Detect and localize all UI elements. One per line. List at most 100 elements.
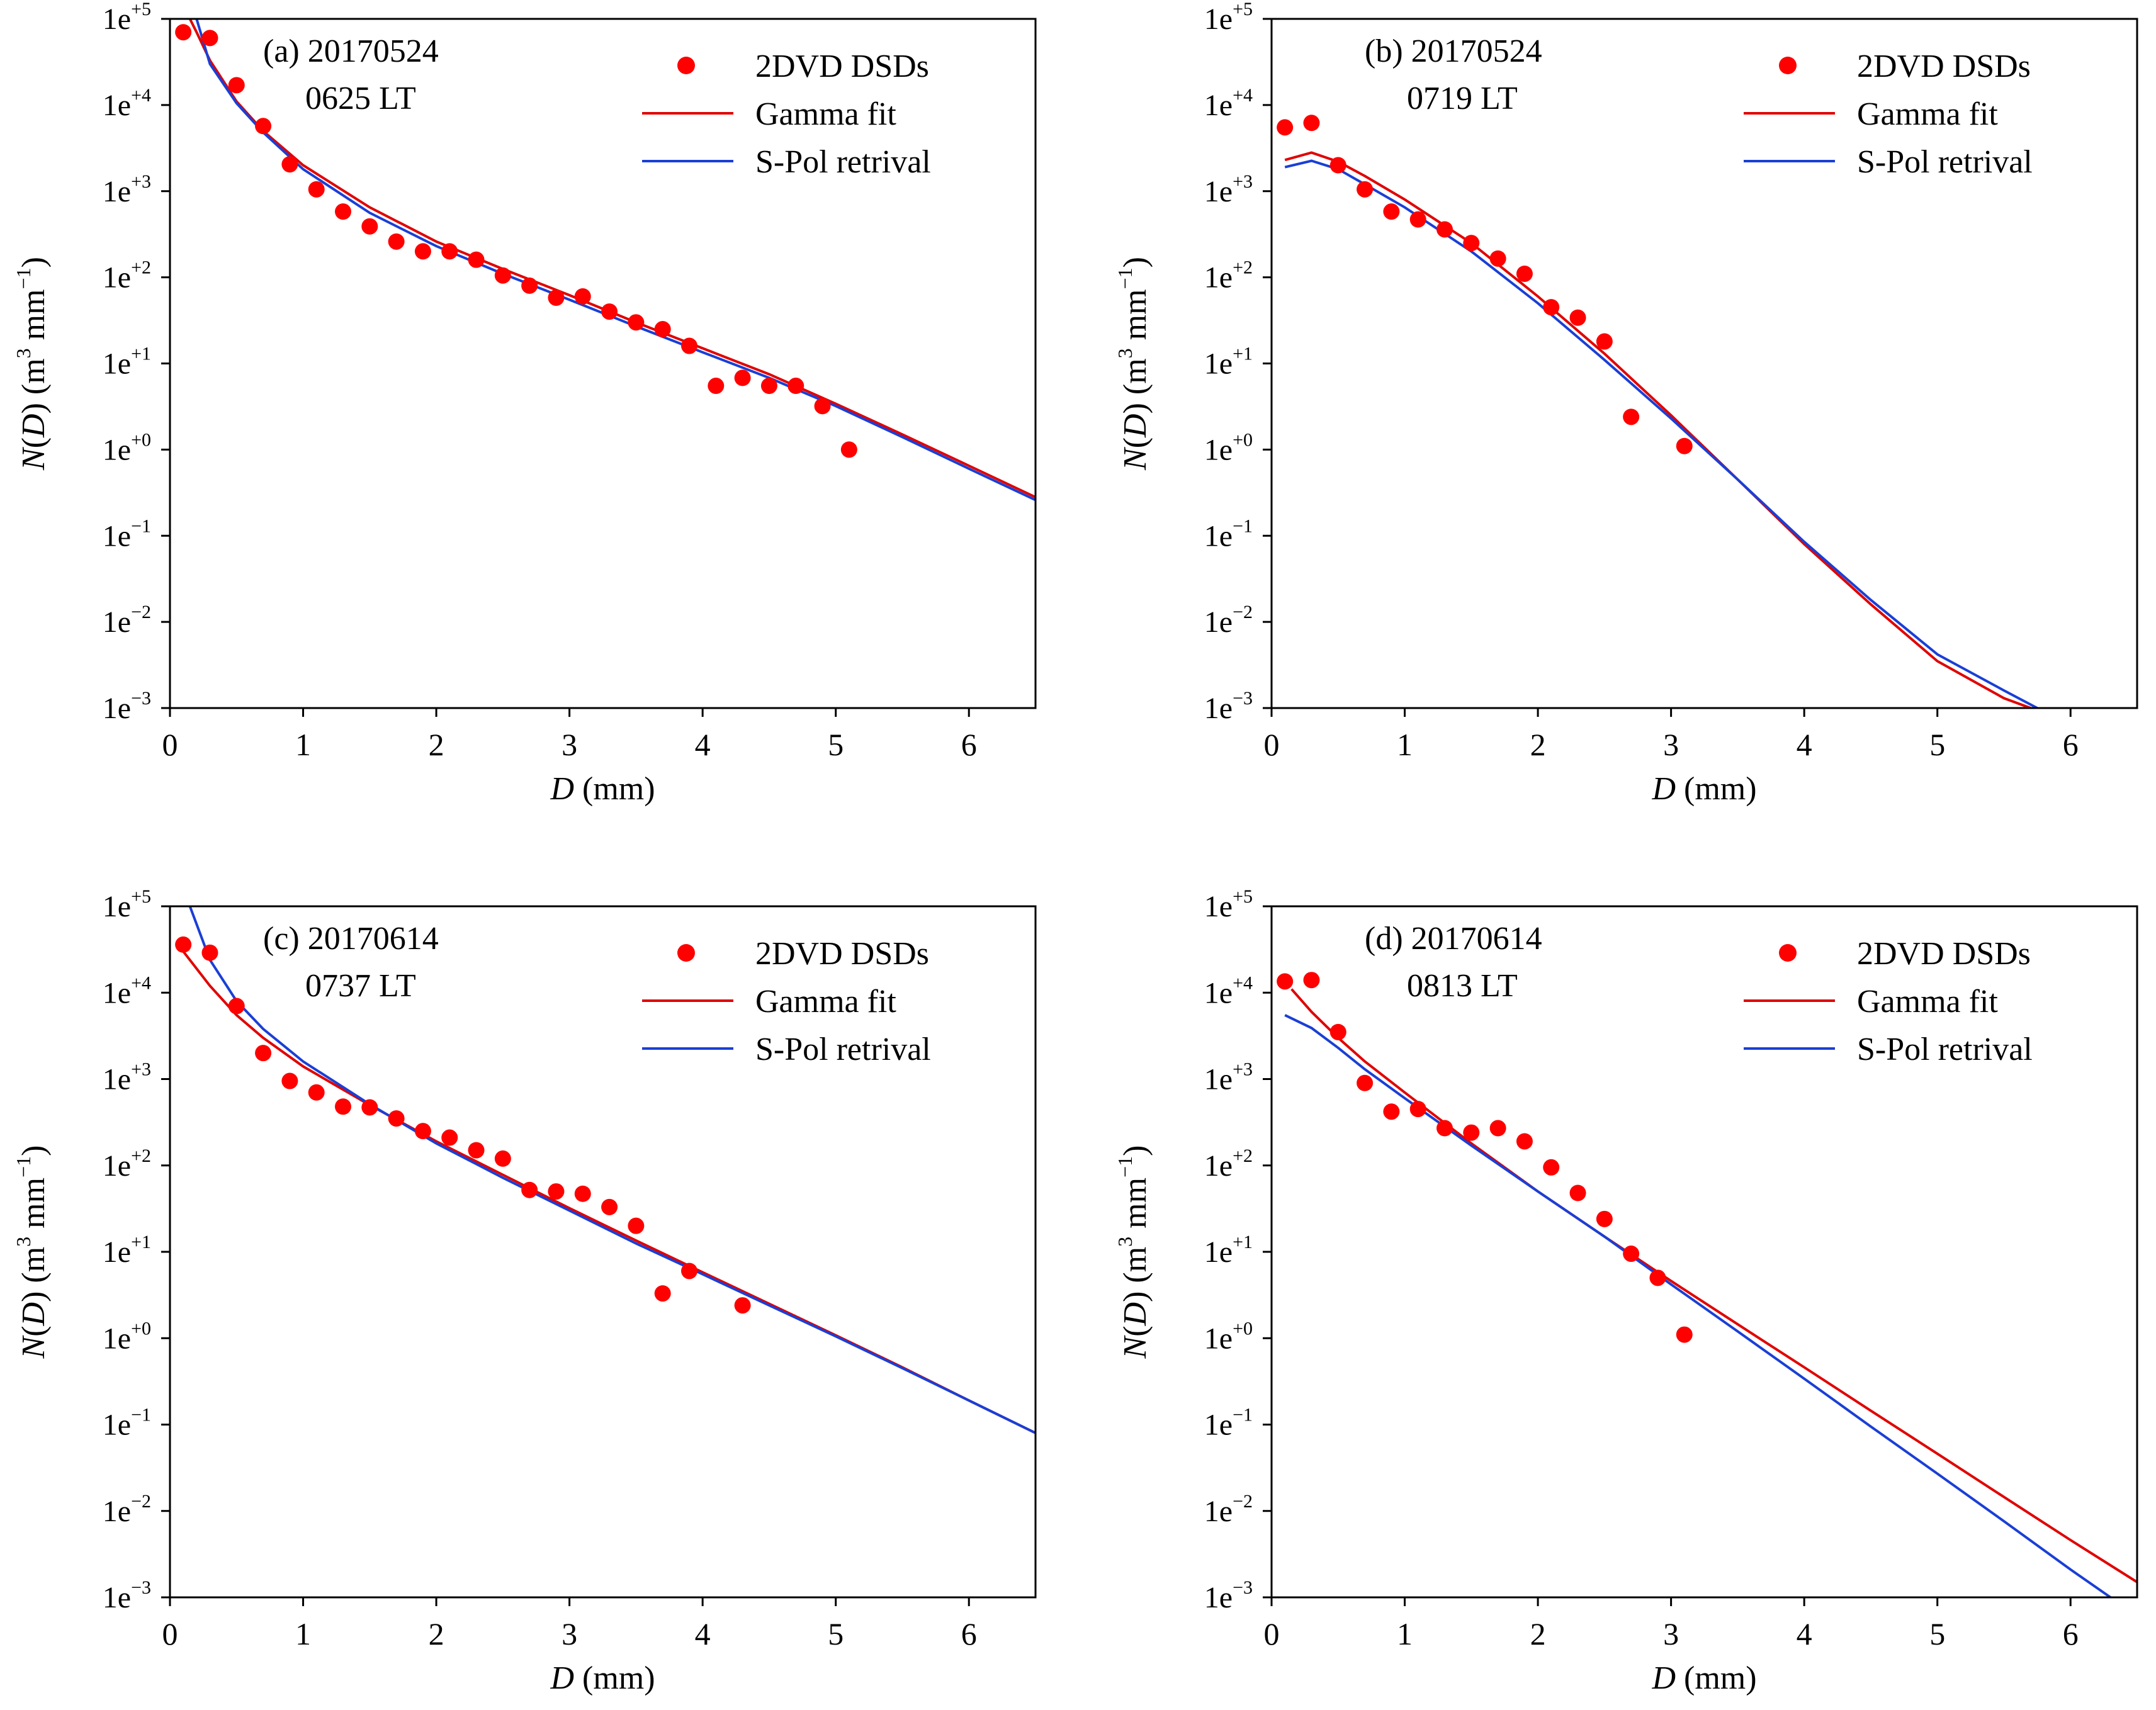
data-point — [441, 1129, 458, 1146]
x-tick-label: 5 — [828, 727, 844, 762]
y-tick-label: 1e−1 — [103, 1405, 151, 1442]
data-point — [1543, 299, 1560, 316]
data-point — [1623, 408, 1640, 425]
x-tick-label: 2 — [1530, 727, 1546, 762]
legend-marker-2dvd — [677, 57, 695, 74]
data-point — [628, 1217, 645, 1234]
data-point — [574, 1185, 591, 1202]
y-tick-label: 1e−2 — [103, 602, 151, 639]
panel-title: (c) 20170614 — [263, 921, 439, 957]
x-tick-label: 5 — [1929, 727, 1945, 762]
data-point — [1569, 1184, 1586, 1201]
data-point — [708, 378, 725, 395]
legend: 2DVD DSDs Gamma fit S-Pol retrival — [642, 48, 931, 180]
series-line-gamma-fit — [1290, 988, 2137, 1583]
x-tick-label: 3 — [562, 727, 577, 762]
plot-frame — [1270, 18, 2138, 709]
y-tick-label: 1e+3 — [1204, 171, 1253, 208]
data-point — [414, 1123, 431, 1140]
x-tick-label: 0 — [162, 1616, 178, 1651]
data-point — [388, 233, 405, 250]
y-tick-label: 1e+3 — [1204, 1059, 1253, 1096]
y-tick-label: 1e+1 — [1204, 344, 1253, 381]
x-axis-label: D (mm) — [1651, 1660, 1756, 1696]
data-point — [681, 1263, 697, 1280]
y-tick-label: 1e−2 — [1204, 602, 1253, 639]
data-point — [1676, 1326, 1693, 1343]
data-point — [1676, 437, 1693, 454]
data-point — [201, 30, 218, 47]
legend-label-gamma: Gamma fit — [755, 96, 896, 132]
y-axis-label: N(D) (m3 mm−1) — [12, 257, 52, 471]
data-point — [521, 277, 538, 294]
data-point — [281, 156, 298, 173]
x-axis-label: D (mm) — [550, 771, 655, 807]
x-tick-label: 4 — [1797, 1616, 1812, 1651]
data-point — [335, 1098, 351, 1115]
legend-label-2dvd: 2DVD DSDs — [755, 48, 929, 84]
legend-marker-2dvd — [677, 944, 695, 962]
y-tick-label: 1e+1 — [103, 344, 151, 381]
x-tick-label: 4 — [695, 1616, 711, 1651]
y-tick-label: 1e−2 — [103, 1491, 151, 1528]
data-point — [1489, 250, 1506, 267]
series-line-gamma-fit — [1284, 151, 2031, 708]
legend-label-2dvd: 2DVD DSDs — [1857, 48, 2031, 84]
data-point — [201, 944, 218, 961]
data-point — [1303, 115, 1320, 132]
data-point — [308, 1084, 325, 1101]
x-tick-label: 4 — [695, 727, 711, 762]
legend-marker-2dvd — [1779, 944, 1797, 962]
data-point — [601, 1198, 618, 1215]
data-point — [1303, 972, 1320, 989]
legend: 2DVD DSDs Gamma fit S-Pol retrival — [642, 936, 931, 1067]
data-point — [1409, 1101, 1426, 1118]
legend-label-spol: S-Pol retrival — [755, 1032, 931, 1067]
y-tick-label: 1e−2 — [1204, 1491, 1253, 1528]
panel-title: (d) 20170614 — [1365, 921, 1542, 957]
panel-title: (a) 20170524 — [263, 33, 439, 69]
data-point — [1516, 265, 1533, 282]
y-axis-label: N(D) (m3 mm−1) — [1114, 1145, 1153, 1359]
data-point — [468, 1142, 485, 1159]
data-point — [548, 1183, 565, 1200]
data-point — [1569, 309, 1586, 326]
x-tick-label: 2 — [1530, 1616, 1546, 1651]
data-point — [335, 203, 351, 220]
legend: 2DVD DSDs Gamma fit S-Pol retrival — [1744, 936, 2033, 1067]
data-point — [787, 378, 804, 395]
y-tick-label: 1e+3 — [103, 1059, 151, 1096]
panel-title: (b) 20170524 — [1365, 33, 1542, 69]
x-tick-label: 5 — [1929, 1616, 1945, 1651]
x-tick-label: 1 — [295, 727, 311, 762]
y-tick-label: 1e+4 — [1204, 85, 1253, 122]
data-point — [1463, 235, 1480, 252]
legend-label-spol: S-Pol retrival — [1857, 1032, 2033, 1067]
series-line-s-pol-retrival — [1284, 1014, 2111, 1597]
panel-a: 0 1 2 3 4 5 6 1e+5 1e+4 1e+3 1e+2 1e+1 1e+0 1e−1 1e−2 1… — [12, 0, 1037, 807]
y-tick-label: 1e+2 — [103, 257, 151, 295]
panel-time: 0625 LT — [305, 81, 416, 116]
x-tick-label: 4 — [1797, 727, 1812, 762]
y-tick-label: 1e−3 — [1204, 1577, 1253, 1614]
x-tick-label: 0 — [1264, 727, 1280, 762]
data-point — [388, 1110, 405, 1127]
x-tick-label: 2 — [429, 1616, 444, 1651]
legend-label-gamma: Gamma fit — [755, 984, 896, 1020]
data-point — [521, 1181, 538, 1198]
x-axis-label: D (mm) — [1651, 771, 1756, 807]
data-point — [760, 378, 777, 395]
data-point — [654, 1285, 671, 1302]
y-tick-label: 1e−3 — [103, 1577, 151, 1614]
data-point — [840, 441, 857, 458]
data-point — [175, 24, 192, 41]
data-point — [1596, 1210, 1613, 1227]
x-tick-label: 0 — [162, 727, 178, 762]
x-tick-label: 1 — [295, 1616, 311, 1651]
legend-label-2dvd: 2DVD DSDs — [755, 936, 929, 972]
data-point — [1383, 203, 1400, 220]
data-point — [681, 337, 697, 354]
data-point — [1463, 1124, 1480, 1141]
data-point — [441, 243, 458, 260]
x-tick-label: 6 — [961, 1616, 977, 1651]
